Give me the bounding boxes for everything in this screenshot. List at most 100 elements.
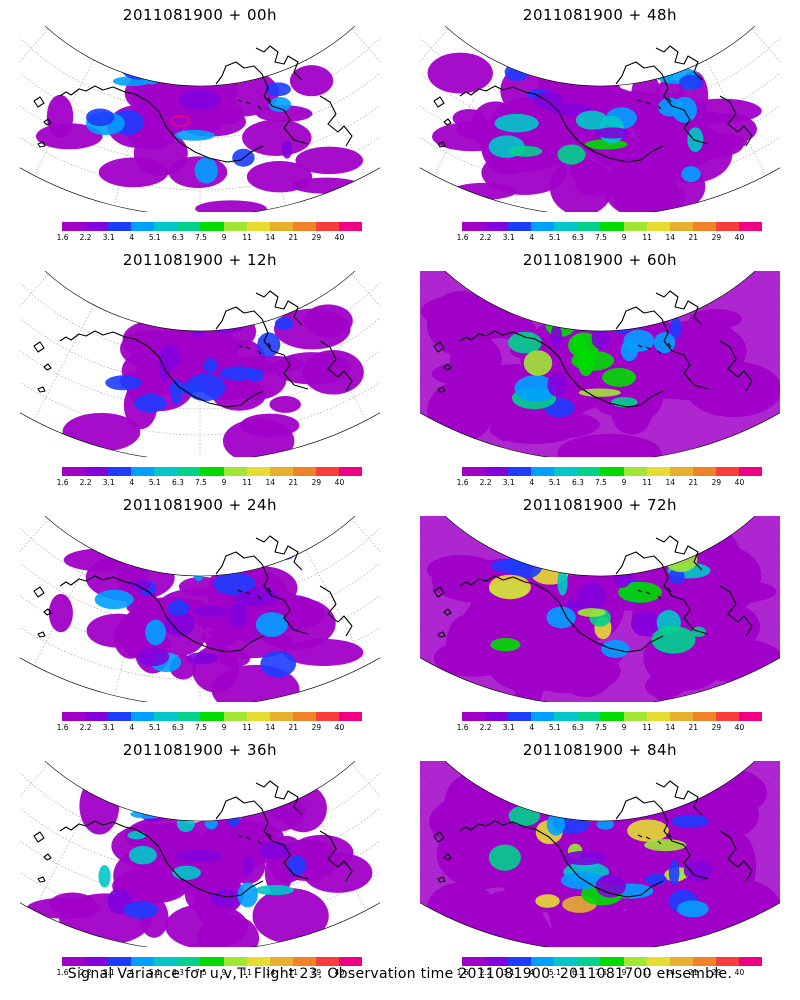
colorbar-swatch [508,712,532,721]
colorbar-swatch [531,222,555,231]
variance-field [427,47,762,212]
colorbar-swatch [200,467,224,476]
colorbar: 1.6 2.2 3.1 4 5.1 6.3 7.5 9 11 14 21 29 40 [57,467,363,489]
colorbar-label: 14 [665,478,675,487]
map-panel: 2011081900 + 60h 1.6 2.2 3.1 4 5.1 6.3 7.5 9 11 14… [400,245,800,490]
colorbar-label: 1.6 [456,233,469,242]
colorbar-label: 6.3 [571,478,584,487]
map-panel: 2011081900 + 24h 1.6 2.2 3.1 4 5.1 6.3 7.5 9 11 14… [0,490,400,735]
polar-stereographic-map [420,271,780,457]
colorbar-label: 1.6 [56,478,69,487]
colorbar-label: 14 [265,723,275,732]
colorbar-label: 40 [734,478,745,487]
colorbar-swatch [269,467,293,476]
colorbar-label: 21 [688,233,699,242]
colorbar: 1.6 2.2 3.1 4 5.1 6.3 7.5 9 11 14 21 29 40 [57,957,363,979]
colorbar-swatch [223,712,247,721]
colorbar-swatch [646,467,670,476]
colorbar-labels: 1.6 2.2 3.1 4 5.1 6.3 7.5 9 11 14 21 29 40 [57,721,362,733]
variance-field [420,761,780,947]
colorbar-label: 11 [242,478,252,487]
colorbar-label: 2.2 [79,968,92,977]
colorbar-swatch [338,957,363,966]
colorbar-swatch [269,957,293,966]
colorbar-label: 40 [334,968,345,977]
colorbar-label: 5.1 [148,968,161,977]
map-boundary [420,761,780,947]
colorbar-label: 29 [711,478,722,487]
coastline [433,45,753,163]
colorbar-swatch [577,467,601,476]
colorbar-swatch [485,467,509,476]
colorbar-swatch [508,957,532,966]
colorbar-swatch [577,222,601,231]
colorbar-swatch [269,712,293,721]
colorbar-swatch [531,957,555,966]
colorbar: 1.6 2.2 3.1 4 5.1 6.3 7.5 9 11 14 21 29 40 [57,712,363,734]
colorbar-swatch [315,222,339,231]
colorbar-label: 6.3 [171,723,184,732]
colorbar-swatch [85,222,109,231]
coastline [33,780,353,898]
colorbar-swatch [269,222,293,231]
colorbar-label: 40 [334,478,345,487]
colorbar-label: 1.6 [456,968,469,977]
colorbar-label: 1.6 [456,478,469,487]
colorbar-label: 9 [221,723,227,732]
colorbar-label: 14 [265,968,275,977]
polar-stereographic-map [420,761,780,947]
colorbar-label: 6.3 [571,723,584,732]
polar-stereographic-map [20,761,380,947]
colorbar-swatch [600,467,624,476]
colorbar-label: 21 [288,233,299,242]
colorbar-swatch [738,222,763,231]
colorbar-label: 9 [221,968,227,977]
colorbar-swatch [485,222,509,231]
colorbar-label: 3.1 [502,478,515,487]
colorbar-label: 2.2 [79,478,92,487]
panel-title: 2011081900 + 24h [122,496,278,514]
panel-title: 2011081900 + 84h [522,741,678,759]
polar-stereographic-map [20,271,380,457]
colorbar-label: 21 [688,723,699,732]
colorbar-swatch [692,957,716,966]
colorbar-label: 14 [265,478,275,487]
colorbar-swatch [338,712,363,721]
colorbar-label: 29 [311,723,322,732]
colorbar-swatch [62,712,86,721]
colorbar-swatch [62,467,86,476]
colorbar-labels: 1.6 2.2 3.1 4 5.1 6.3 7.5 9 11 14 21 29 40 [457,476,762,488]
figure-caption: Signal Variance for u,v,T. Flight 23. Ob… [67,966,733,982]
colorbar-swatch [200,222,224,231]
coastline [33,45,353,163]
colorbar-swatch [554,712,578,721]
colorbar-label: 5.1 [148,233,161,242]
colorbar-swatches [62,222,363,231]
colorbar-swatch [623,467,647,476]
colorbar-label: 3.1 [502,968,515,977]
variance-field [420,271,780,457]
colorbar-swatches [62,467,363,476]
colorbar-label: 2.2 [79,723,92,732]
colorbar-label: 29 [711,968,722,977]
colorbar-label: 3.1 [102,968,115,977]
colorbar-label: 6.3 [571,233,584,242]
colorbar-label: 4 [129,968,135,977]
colorbar-label: 40 [734,968,745,977]
colorbar: 1.6 2.2 3.1 4 5.1 6.3 7.5 9 11 14 21 29 40 [457,957,763,979]
colorbar-swatch [292,222,316,231]
colorbar-label: 1.6 [56,723,69,732]
colorbar-swatch [623,957,647,966]
colorbar-swatch [177,712,201,721]
colorbar-label: 3.1 [102,233,115,242]
colorbar-swatch [738,957,763,966]
colorbar-label: 3.1 [102,478,115,487]
colorbar-swatches [62,712,363,721]
map-boundary [20,26,380,212]
colorbar-swatch [246,957,270,966]
colorbar-swatch [738,712,763,721]
colorbar-swatch [715,712,739,721]
colorbar-swatches [462,712,763,721]
colorbar-swatch [292,957,316,966]
colorbar-label: 2.2 [479,968,492,977]
